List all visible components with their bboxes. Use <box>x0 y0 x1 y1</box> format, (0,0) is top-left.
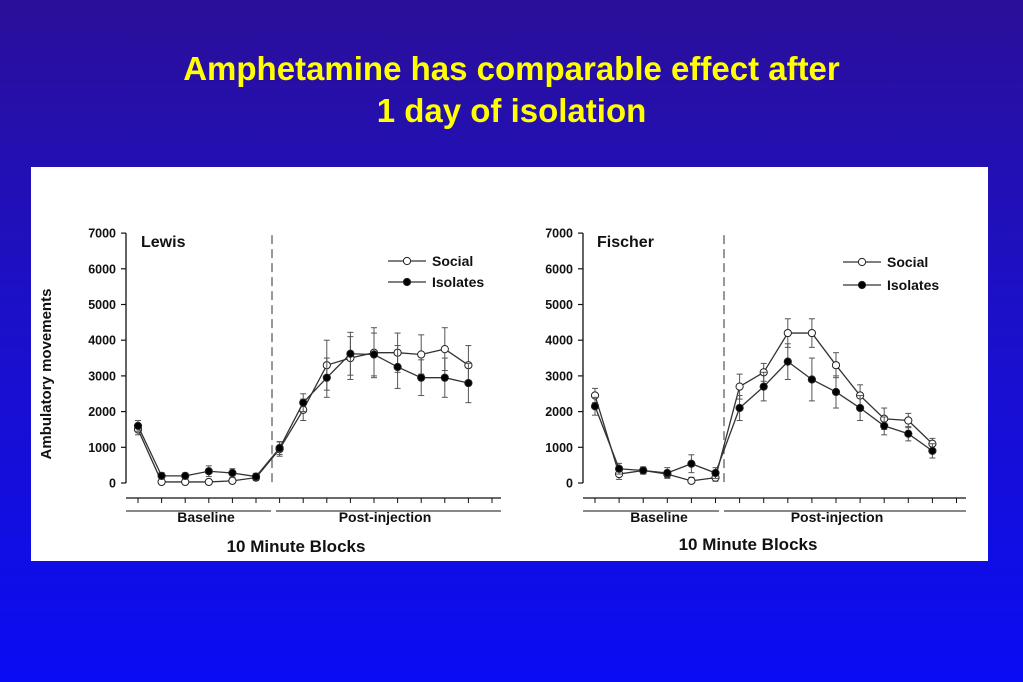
fischer-isolates-data-point <box>807 375 817 384</box>
slide-title: Amphetamine has comparable effect after … <box>0 48 1023 132</box>
fischer-legend-isolates-label: Isolates <box>887 277 939 293</box>
lewis-social-data-point <box>228 476 237 485</box>
fischer-legend-social-label: Social <box>887 254 928 270</box>
lewis-isolates-data-point <box>181 471 190 480</box>
lewis-isolates-data-point <box>228 468 237 478</box>
fischer-isolates-data-point <box>831 387 841 397</box>
slide-title-line-1: Amphetamine has comparable effect after <box>183 50 840 87</box>
fischer-isolates-data-point <box>615 464 624 473</box>
fischer-social-data-point <box>735 382 744 391</box>
lewis-legend-social-label: Social <box>432 253 473 269</box>
lewis-legend-isolates-label: Isolates <box>432 274 484 290</box>
fischer-y-tick-label: 5000 <box>545 298 573 312</box>
fischer-social-data-point <box>687 476 696 485</box>
lewis-isolates-data-point <box>204 467 213 476</box>
lewis-social-data-point <box>440 345 449 354</box>
fischer-social-data-point <box>783 328 792 338</box>
fischer-social-data-point <box>831 361 841 370</box>
fischer-y-tick-label: 3000 <box>545 369 573 383</box>
fischer-y-tick-label: 7000 <box>545 227 573 241</box>
lewis-y-tick-label: 1000 <box>88 441 116 455</box>
fischer-social-data-point <box>807 328 817 338</box>
fischer-social-series-line <box>594 332 933 482</box>
lewis-legend-social-marker <box>402 256 412 266</box>
fischer-isolates-data-point <box>663 468 672 478</box>
lewis-isolates-data-point <box>322 373 331 382</box>
lewis-y-tick-label: 0 <box>109 477 116 491</box>
lewis-y-tick-label: 5000 <box>88 298 116 312</box>
lewis-isolates-data-point <box>251 472 261 481</box>
fischer-isolates-data-point <box>880 421 889 430</box>
lewis-y-tick-label: 3000 <box>88 369 116 383</box>
lewis-isolates-data-point <box>157 471 166 480</box>
fischer-y-tick-label: 2000 <box>545 405 573 419</box>
fischer-y-tick-label: 4000 <box>545 334 573 348</box>
lewis-chart-title: Lewis <box>141 234 186 251</box>
fischer-isolates-data-point <box>711 468 720 478</box>
figure-panel: 0 1000 2000 3000 4000 5000 6000 7000 Ambulatory … <box>31 167 988 561</box>
lewis-social-data-point <box>204 477 213 487</box>
lewis-social-data-point <box>417 350 426 359</box>
fischer-y-tick-label: 0 <box>566 477 573 491</box>
lewis-isolates-data-point <box>393 362 402 372</box>
fischer-legend-social-marker <box>857 257 867 267</box>
fischer-isolates-data-point <box>639 466 648 475</box>
lewis-isolates-data-point <box>299 398 308 407</box>
fischer-y-tick-label: 6000 <box>545 262 573 276</box>
lewis-baseline-label: Baseline <box>177 509 235 525</box>
lewis-y-tick-label: 7000 <box>88 227 116 241</box>
fischer-isolates-data-point <box>904 429 913 438</box>
lewis-post-injection-label: Post-injection <box>339 509 432 525</box>
lewis-isolates-data-point <box>346 349 355 358</box>
lewis-isolates-data-point <box>464 378 473 388</box>
lewis-isolates-data-point <box>133 421 143 430</box>
fischer-isolates-data-point <box>759 382 768 391</box>
fischer-isolates-data-point <box>783 357 792 366</box>
figure-svg: 0 1000 2000 3000 4000 5000 6000 7000 Ambulatory … <box>38 227 966 556</box>
lewis-y-axis-label: Ambulatory movements <box>38 289 55 460</box>
fischer-y-tick-label: 1000 <box>545 441 573 455</box>
fischer-legend-isolates-marker <box>857 280 867 290</box>
fischer-post-injection-label: Post-injection <box>791 509 884 525</box>
fischer-isolates-data-point <box>928 446 937 455</box>
fischer-social-data-point <box>904 416 913 425</box>
fischer-x-axis-label: 10 Minute Blocks <box>679 535 818 554</box>
lewis-isolates-data-point <box>275 443 284 453</box>
lewis-isolates-data-point <box>369 350 379 359</box>
lewis-legend-isolates-marker <box>402 277 412 287</box>
fischer-isolates-data-point <box>856 403 865 413</box>
fischer-isolates-data-point <box>687 459 696 468</box>
lewis-isolates-data-point <box>440 373 449 382</box>
fischer-isolates-data-point <box>590 402 600 411</box>
lewis-x-axis-label: 10 Minute Blocks <box>227 537 366 556</box>
fischer-baseline-label: Baseline <box>630 509 688 525</box>
fischer-chart-title: Fischer <box>597 234 654 251</box>
lewis-y-tick-label: 2000 <box>88 405 116 419</box>
lewis-isolates-data-point <box>417 373 426 382</box>
lewis-y-tick-label: 4000 <box>88 334 116 348</box>
lewis-y-tick-label: 6000 <box>88 262 116 276</box>
slide-title-line-2: 1 day of isolation <box>376 92 647 129</box>
fischer-isolates-data-point <box>735 403 744 413</box>
